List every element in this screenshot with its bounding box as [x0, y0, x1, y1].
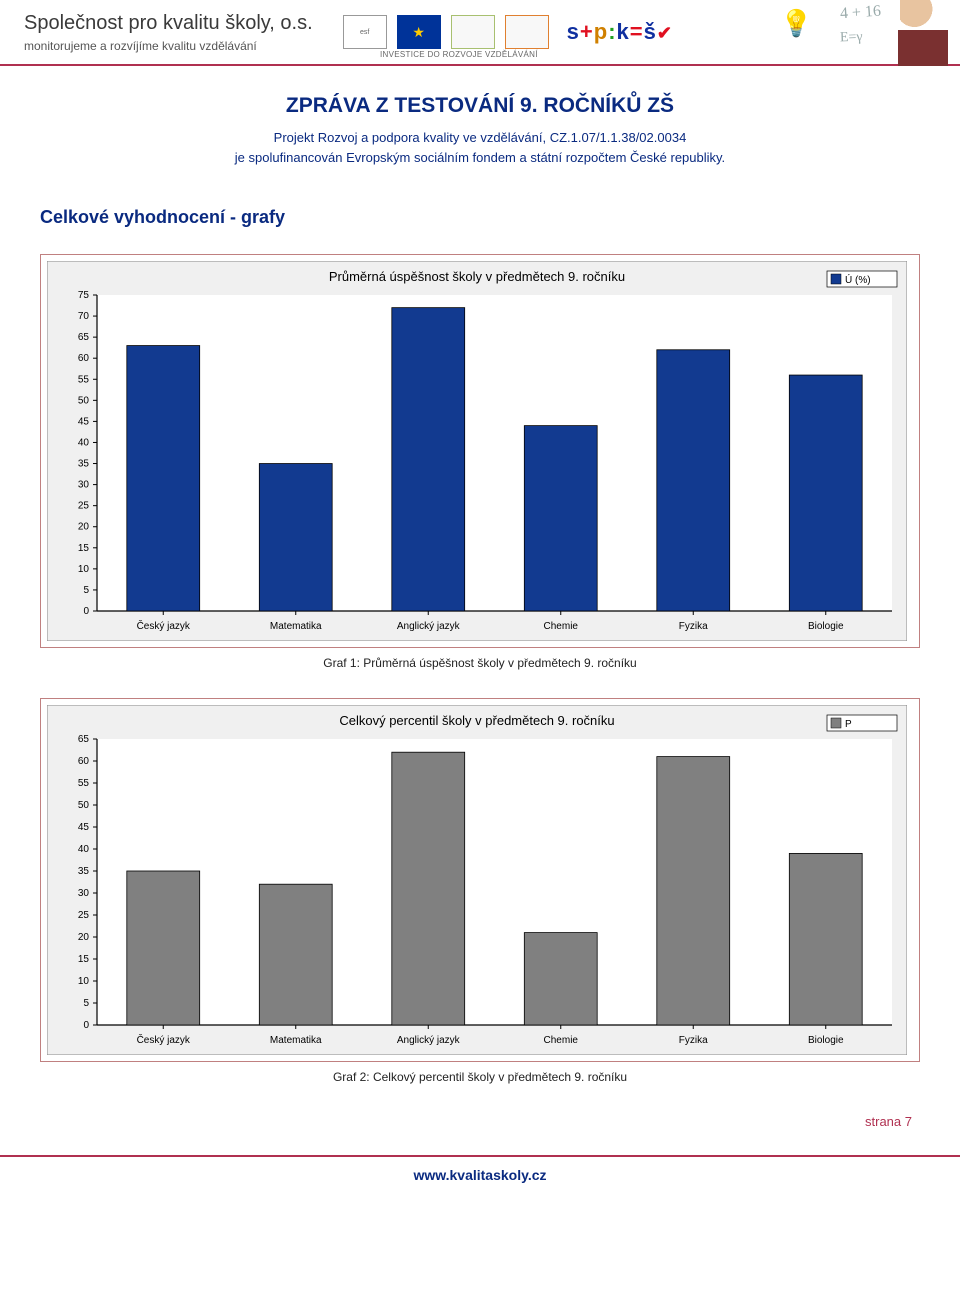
- svg-text:Biologie: Biologie: [808, 1035, 844, 1046]
- svg-text:65: 65: [78, 332, 90, 343]
- svg-text:25: 25: [78, 910, 90, 921]
- org-title: Společnost pro kvalitu školy, o.s.: [24, 12, 313, 35]
- check-icon: ✔: [657, 23, 673, 43]
- investice-line: INVESTICE DO ROZVOJE VZDĚLÁVÁNÍ: [380, 50, 538, 59]
- svg-text:Průměrná úspěšnost školy v pře: Průměrná úspěšnost školy v předmětech 9.…: [329, 269, 625, 284]
- svg-text:55: 55: [78, 374, 90, 385]
- report-sub-line2: je spolufinancován Evropským sociálním f…: [235, 150, 725, 165]
- chart2-svg: Celkový percentil školy v předmětech 9. …: [47, 705, 907, 1055]
- report-title: ZPRÁVA Z TESTOVÁNÍ 9. ROČNÍKŮ ZŠ: [40, 94, 920, 118]
- spks-plus: +: [580, 19, 594, 44]
- svg-text:Český jazyk: Český jazyk: [137, 619, 191, 632]
- svg-text:10: 10: [78, 564, 90, 575]
- spks-eq: =: [630, 19, 644, 44]
- svg-text:Anglický jazyk: Anglický jazyk: [397, 621, 461, 632]
- chart1-svg: Průměrná úspěšnost školy v předmětech 9.…: [47, 261, 907, 641]
- svg-text:Biologie: Biologie: [808, 621, 844, 632]
- lightbulb-icon: 💡: [780, 8, 812, 39]
- spks-colon: :: [608, 19, 616, 44]
- header-logos: esf ★: [343, 15, 549, 49]
- svg-text:Fyzika: Fyzika: [679, 1035, 708, 1046]
- svg-text:35: 35: [78, 866, 90, 877]
- svg-text:40: 40: [78, 844, 90, 855]
- svg-text:40: 40: [78, 437, 90, 448]
- svg-text:20: 20: [78, 932, 90, 943]
- esf-logo-icon: esf: [343, 15, 387, 49]
- svg-text:55: 55: [78, 778, 90, 789]
- svg-text:Celkový percentil školy v před: Celkový percentil školy v předmětech 9. …: [339, 713, 614, 728]
- svg-text:45: 45: [78, 822, 90, 833]
- svg-text:20: 20: [78, 522, 90, 533]
- svg-text:5: 5: [83, 585, 89, 596]
- handwriting-1: 4 + 16: [839, 3, 881, 24]
- svg-text:Matematika: Matematika: [270, 1035, 322, 1046]
- report-sub-line1: Projekt Rozvoj a podpora kvality ve vzdě…: [274, 130, 687, 145]
- eu-logo-icon: ★: [397, 15, 441, 49]
- header-art: 💡 4 + 16 E=γ: [780, 0, 960, 66]
- spks-sv: š: [644, 19, 657, 44]
- svg-text:10: 10: [78, 976, 90, 987]
- opvk-logo-icon: [505, 15, 549, 49]
- svg-text:0: 0: [83, 1020, 89, 1031]
- svg-text:70: 70: [78, 311, 90, 322]
- svg-text:0: 0: [83, 606, 89, 617]
- header-org: Společnost pro kvalitu školy, o.s. monit…: [24, 12, 313, 53]
- svg-text:45: 45: [78, 416, 90, 427]
- chart2-frame: Celkový percentil školy v předmětech 9. …: [40, 698, 920, 1062]
- svg-text:15: 15: [78, 954, 90, 965]
- svg-text:15: 15: [78, 543, 90, 554]
- chart1-caption: Graf 1: Průměrná úspěšnost školy v předm…: [40, 656, 920, 670]
- svg-text:60: 60: [78, 756, 90, 767]
- svg-text:50: 50: [78, 395, 90, 406]
- svg-text:Chemie: Chemie: [544, 1035, 579, 1046]
- svg-text:30: 30: [78, 888, 90, 899]
- person-photo-icon: [880, 0, 960, 66]
- svg-text:60: 60: [78, 353, 90, 364]
- page-number: strana 7: [40, 1114, 920, 1129]
- section-title: Celkové vyhodnocení - grafy: [40, 207, 920, 228]
- svg-text:Fyzika: Fyzika: [679, 621, 708, 632]
- svg-text:75: 75: [78, 290, 90, 301]
- page-content: ZPRÁVA Z TESTOVÁNÍ 9. ROČNÍKŮ ZŠ Projekt…: [0, 66, 960, 1139]
- org-subtitle: monitorujeme a rozvíjíme kvalitu vzděláv…: [24, 39, 313, 53]
- page-footer: www.kvalitaskoly.cz: [0, 1155, 960, 1203]
- svg-text:Anglický jazyk: Anglický jazyk: [397, 1035, 461, 1046]
- spks-k: k: [617, 19, 630, 44]
- handwriting-2: E=γ: [840, 30, 863, 47]
- spks-s: s: [567, 19, 580, 44]
- svg-text:Matematika: Matematika: [270, 621, 322, 632]
- svg-text:Český jazyk: Český jazyk: [137, 1033, 191, 1046]
- spks-logo: s+p:k=š✔: [567, 19, 673, 45]
- svg-text:5: 5: [83, 998, 89, 1009]
- svg-text:65: 65: [78, 734, 90, 745]
- svg-text:Chemie: Chemie: [544, 621, 579, 632]
- chart2-caption: Graf 2: Celkový percentil školy v předmě…: [40, 1070, 920, 1084]
- svg-text:25: 25: [78, 501, 90, 512]
- page-header: Společnost pro kvalitu školy, o.s. monit…: [0, 0, 960, 66]
- msmt-logo-icon: [451, 15, 495, 49]
- spks-p: p: [594, 19, 608, 44]
- report-subtitle: Projekt Rozvoj a podpora kvality ve vzdě…: [40, 128, 920, 167]
- svg-text:35: 35: [78, 459, 90, 470]
- svg-text:30: 30: [78, 480, 90, 491]
- svg-text:P: P: [845, 719, 852, 730]
- svg-text:Ú (%): Ú (%): [845, 273, 871, 286]
- svg-text:50: 50: [78, 800, 90, 811]
- chart1-frame: Průměrná úspěšnost školy v předmětech 9.…: [40, 254, 920, 648]
